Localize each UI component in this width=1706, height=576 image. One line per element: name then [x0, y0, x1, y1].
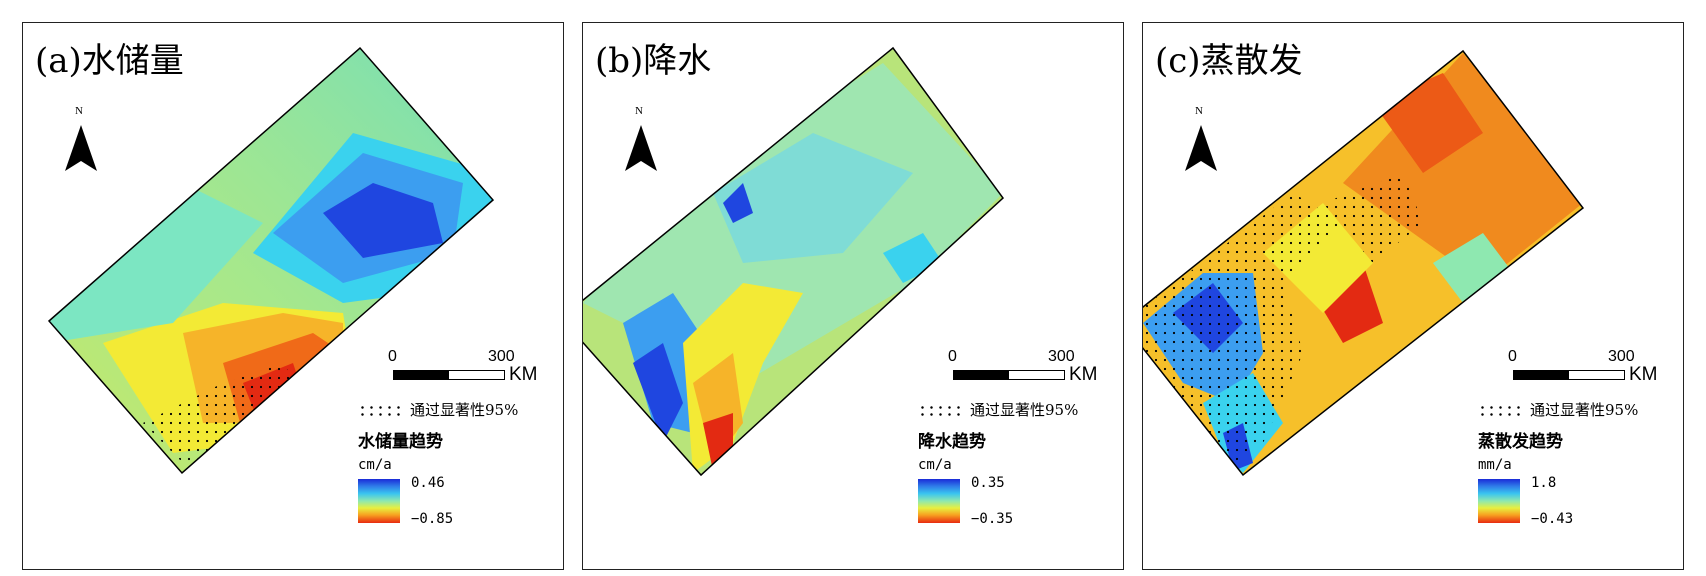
scale-bar-graphic: [1513, 370, 1625, 380]
trend-map: [583, 46, 1005, 477]
scale-tick-300: 300: [1048, 348, 1075, 365]
color-ramp: [918, 479, 960, 523]
scale-tick-300: 300: [1608, 348, 1635, 365]
north-arrow-icon: [1185, 125, 1217, 171]
dot-pattern-icon: [358, 404, 404, 418]
significance-legend: 通过显著性95%: [1478, 399, 1638, 420]
panel-precipitation: (b)降水 N 0 300 KM 通过显著性95% 降水趋势 cm/a: [582, 22, 1124, 570]
legend-title: 降水趋势: [918, 432, 986, 452]
ramp-max-value: 1.8: [1531, 475, 1557, 491]
ramp-max-value: 0.46: [411, 475, 445, 491]
legend-title: 蒸散发趋势: [1478, 432, 1563, 452]
panel-title: (b)降水: [595, 41, 712, 81]
scale-unit: KM: [1069, 364, 1098, 385]
legend-title: 水储量趋势: [358, 432, 443, 452]
significance-label: 通过显著性95%: [410, 401, 519, 419]
scale-bar-graphic: [393, 370, 505, 380]
scale-tick-0: 0: [388, 348, 397, 365]
significance-legend: 通过显著性95%: [358, 399, 518, 420]
ramp-min-value: −0.35: [971, 511, 1014, 527]
color-ramp: [1478, 479, 1520, 523]
scale-tick-0: 0: [948, 348, 957, 365]
ramp-max-value: 0.35: [971, 475, 1005, 491]
panel-title: (c)蒸散发: [1155, 41, 1303, 81]
dot-pattern-icon: [918, 404, 964, 418]
color-ramp: [358, 479, 400, 523]
legend-unit: cm/a: [918, 457, 952, 473]
panel-water-storage: (a)水储量 N: [22, 22, 564, 570]
north-arrow: N: [1181, 105, 1221, 195]
ramp-min-value: −0.43: [1531, 511, 1574, 527]
ramp-min-value: −0.85: [411, 511, 454, 527]
trend-map: [1143, 49, 1585, 477]
dot-pattern-icon: [1478, 404, 1524, 418]
north-arrow-icon: [65, 125, 97, 171]
north-arrow-icon: [625, 125, 657, 171]
scale-bar: 0 300 KM: [948, 348, 1123, 398]
significance-label: 通过显著性95%: [1530, 401, 1639, 419]
north-arrow: N: [621, 105, 661, 195]
scale-unit: KM: [509, 364, 538, 385]
significance-legend: 通过显著性95%: [918, 399, 1078, 420]
panel-evapotranspiration: (c)蒸散发 N 0 300: [1142, 22, 1684, 570]
trend-map: [47, 46, 495, 475]
north-label: N: [635, 105, 643, 117]
legend-unit: cm/a: [358, 457, 392, 473]
scale-bar: 0 300 KM: [1508, 348, 1683, 398]
north-label: N: [75, 105, 83, 117]
significance-label: 通过显著性95%: [970, 401, 1079, 419]
panel-title: (a)水储量: [35, 41, 184, 81]
scale-bar-graphic: [953, 370, 1065, 380]
scale-tick-300: 300: [488, 348, 515, 365]
scale-tick-0: 0: [1508, 348, 1517, 365]
north-label: N: [1195, 105, 1203, 117]
scale-unit: KM: [1629, 364, 1658, 385]
north-arrow: N: [61, 105, 101, 195]
legend-unit: mm/a: [1478, 457, 1512, 473]
scale-bar: 0 300 KM: [388, 348, 563, 398]
